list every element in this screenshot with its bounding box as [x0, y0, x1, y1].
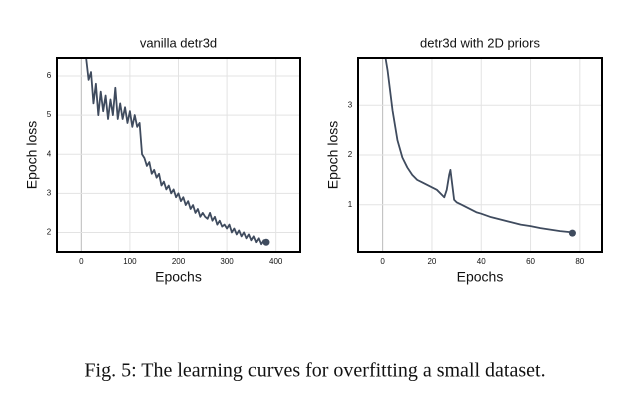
y-tick-label: 2 [47, 228, 52, 237]
x-tick-label: 40 [477, 257, 486, 266]
y-tick-label: 2 [348, 150, 353, 159]
x-tick-label: 20 [427, 257, 436, 266]
x-tick-label: 0 [79, 257, 84, 266]
y-axis-label: Epoch loss [24, 121, 40, 189]
y-tick-label: 3 [348, 100, 353, 109]
end-marker [568, 229, 576, 237]
chart-title: vanilla detr3d [140, 35, 217, 50]
y-tick-label: 4 [47, 149, 52, 158]
x-tick-label: 300 [220, 257, 234, 266]
plot-area [384, 58, 573, 234]
y-tick-label: 3 [47, 188, 52, 197]
plot-frame [357, 57, 603, 253]
plot-area [85, 58, 267, 246]
end-marker [262, 238, 270, 246]
caption: Fig. 5: The learning curves for overfitt… [84, 360, 545, 382]
y-tick-label: 5 [47, 110, 52, 119]
plot-frame [56, 57, 301, 253]
x-tick-label: 60 [526, 257, 535, 266]
loss-line [384, 58, 573, 234]
chart-title: detr3d with 2D priors [420, 35, 540, 50]
x-tick-label: 400 [269, 257, 283, 266]
x-tick-label: 0 [380, 257, 385, 266]
x-tick-label: 200 [172, 257, 186, 266]
x-tick-label: 100 [123, 257, 137, 266]
loss-line [85, 58, 267, 246]
y-axis-label: Epoch loss [325, 121, 341, 189]
x-axis-label: Epochs [457, 269, 504, 285]
x-tick-label: 80 [575, 257, 584, 266]
y-tick-label: 1 [348, 200, 353, 209]
y-tick-label: 6 [47, 71, 52, 80]
x-axis-label: Epochs [155, 269, 202, 285]
